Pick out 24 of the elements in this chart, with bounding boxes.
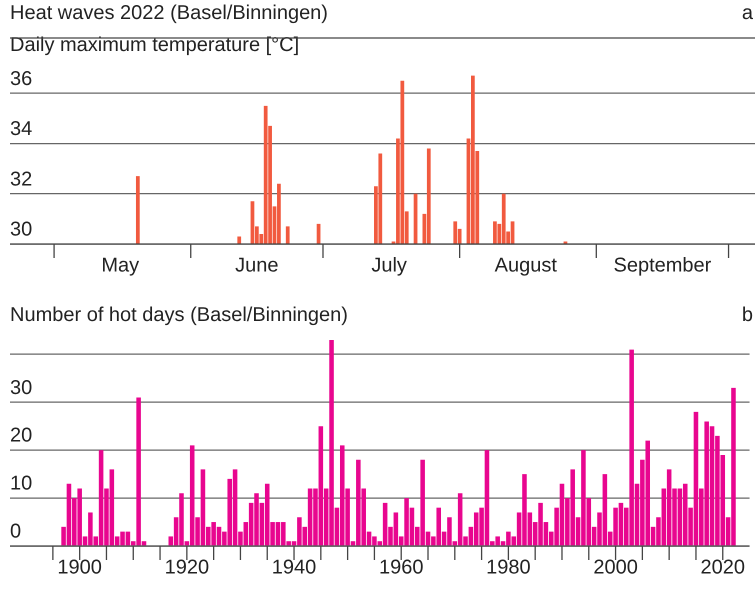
x-tick-label: August [494,254,558,277]
x-tick-label: May [101,254,140,277]
x-tick-label: 1940 [272,556,316,579]
x-tick-label: September [614,254,712,277]
text: b [742,304,753,326]
chart-title: Number of hot days (Basel/Binningen) [10,303,348,328]
y-tick-label: 30 [10,376,32,399]
y-tick-label: 0 [10,520,22,543]
text: a [742,2,753,24]
chart-title: Heat waves 2022 (Basel/Binningen) [10,1,328,26]
x-tick-label: 2020 [700,556,746,579]
x-tick-label: 1920 [164,556,210,579]
y-tick-label: 10 [10,472,32,495]
y-tick-label: 30 [10,218,32,241]
x-tick-label: 1980 [486,556,531,579]
y-tick-label: 20 [10,424,32,447]
y-tick-label: 34 [10,118,32,140]
x-tick-label: 1900 [57,556,102,579]
y-tick-label: 36 [10,68,32,90]
x-tick-label: 1960 [378,556,424,579]
x-tick-label: July [371,254,407,277]
x-tick-label: 2000 [593,556,638,579]
y-tick-label: 32 [10,168,32,190]
x-tick-label: June [235,254,279,277]
